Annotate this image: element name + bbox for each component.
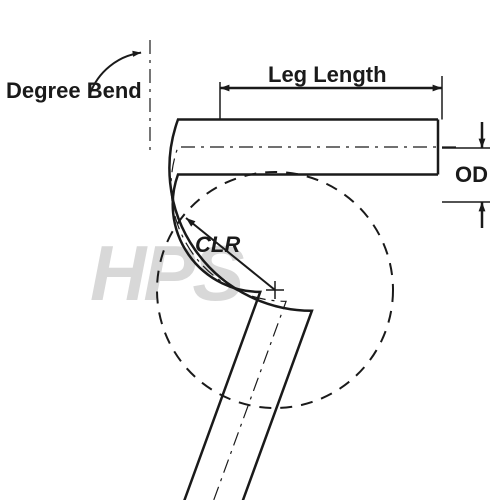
- label-leg-length: Leg Length: [268, 62, 387, 87]
- label-od: OD: [455, 162, 488, 187]
- label-clr: CLR: [195, 232, 240, 257]
- label-degree-bend: Degree Bend: [6, 78, 142, 103]
- tube-centerline: [171, 147, 456, 500]
- tube-bend-diagram: HPSDegree BendLeg LengthODCLR: [0, 0, 500, 500]
- tube-inner-edge: [154, 175, 438, 500]
